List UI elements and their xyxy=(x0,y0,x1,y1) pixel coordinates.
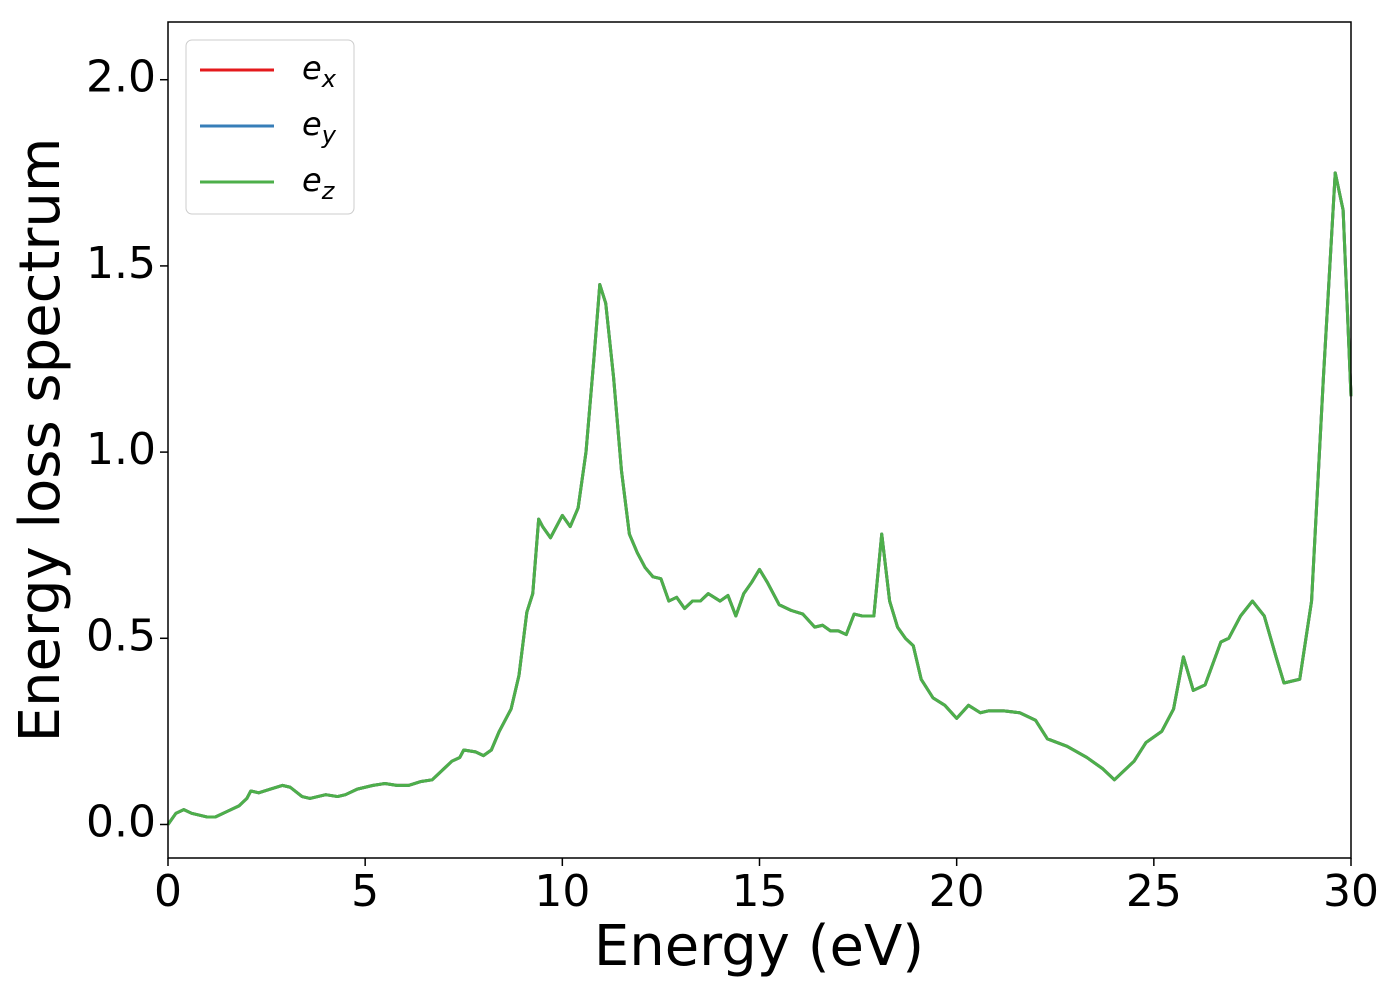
legend-label: ex xyxy=(302,49,337,93)
y-tick-label: 0.5 xyxy=(86,610,156,661)
y-tick-label: 0.0 xyxy=(86,796,156,847)
line-series xyxy=(166,171,1353,826)
x-axis-label: Energy (eV) xyxy=(594,914,924,979)
x-tick-label: 20 xyxy=(929,866,985,917)
x-tick-label: 30 xyxy=(1323,866,1379,917)
plot-frame xyxy=(167,21,1352,859)
line-series xyxy=(166,171,1353,826)
x-tick-label: 25 xyxy=(1126,866,1182,917)
y-tick-label: 1.5 xyxy=(86,238,156,289)
x-tick-label: 5 xyxy=(351,866,379,917)
legend-label: ez xyxy=(302,161,336,205)
legend-label: ey xyxy=(302,105,337,149)
x-tick-label: 10 xyxy=(534,866,590,917)
x-tick-label: 15 xyxy=(732,866,788,917)
y-axis-label: Energy loss spectrum xyxy=(8,138,73,743)
line-series xyxy=(166,171,1353,826)
y-tick-label: 2.0 xyxy=(86,52,156,103)
y-tick-label: 1.0 xyxy=(86,424,156,475)
x-tick-label: 0 xyxy=(154,866,182,917)
